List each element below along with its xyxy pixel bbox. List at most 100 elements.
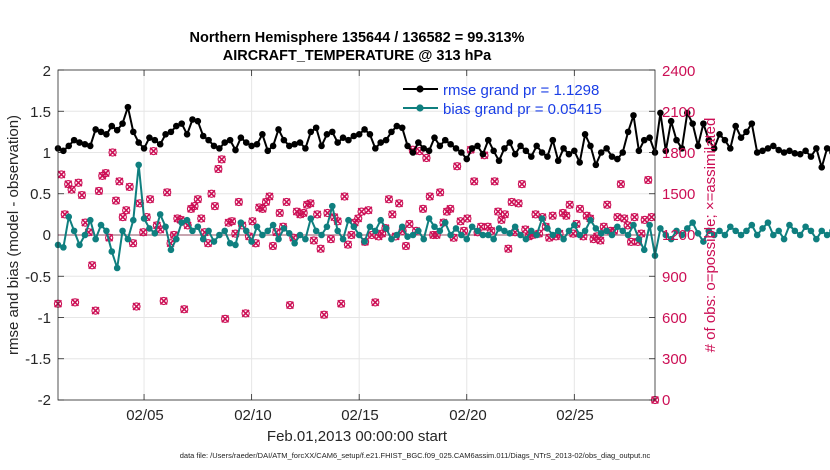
bias-point	[151, 230, 159, 237]
bias-point	[420, 235, 428, 243]
obs-possible-marker	[241, 309, 250, 318]
obs-assimilated-marker	[129, 239, 138, 248]
obs-possible-marker	[108, 148, 117, 157]
bias-point	[807, 227, 815, 235]
bias-point	[269, 221, 277, 229]
obs-assimilated-marker	[268, 242, 277, 250]
obs-possible-marker	[500, 210, 510, 219]
rmse-point	[226, 136, 234, 144]
obs-assimilated-marker	[299, 209, 308, 217]
rmse-point	[248, 142, 255, 150]
rmse-point	[328, 128, 336, 136]
x-tick-label: 02/15	[341, 407, 379, 424]
bias-point	[791, 227, 799, 235]
rmse-point	[527, 153, 535, 160]
obs-assimilated-marker	[640, 215, 649, 224]
obs-possible-marker	[347, 230, 356, 240]
obs-assimilated-marker	[446, 204, 455, 213]
obs-possible-marker	[234, 197, 243, 207]
bias-point	[361, 238, 368, 245]
rmse-point	[764, 145, 772, 152]
obs-assimilated-marker	[422, 154, 431, 162]
obs-assimilated-marker	[197, 214, 206, 223]
bias-point	[355, 231, 363, 239]
rmse-point	[216, 145, 223, 152]
bias-point	[732, 227, 739, 235]
obs-assimilated-marker	[644, 176, 653, 184]
rmse-point	[189, 116, 196, 123]
obs-assimilated-marker	[436, 188, 445, 197]
obs-possible-marker	[517, 179, 527, 189]
obs-assimilated-marker	[210, 202, 219, 211]
obs-possible-marker	[504, 244, 513, 253]
obs-assimilated-marker	[282, 198, 291, 206]
obs-assimilated-marker	[190, 202, 199, 211]
bias-point	[700, 238, 707, 245]
bias-point	[522, 235, 530, 243]
rmse-point	[517, 142, 524, 150]
plot-frame	[57, 69, 656, 401]
obs-possible-marker	[268, 241, 278, 251]
rmse-point	[135, 139, 142, 146]
bias-point	[775, 227, 783, 235]
bias-point	[302, 235, 309, 243]
bias-point	[603, 227, 610, 235]
bias-point	[726, 223, 734, 231]
obs-possible-marker	[227, 217, 237, 226]
obs-assimilated-marker	[67, 185, 76, 194]
obs-possible-marker	[384, 195, 394, 204]
rmse-point	[490, 147, 497, 155]
rmse-point	[597, 149, 605, 156]
obs-possible-marker	[221, 314, 230, 324]
bias-point	[318, 231, 325, 239]
obs-possible-marker	[210, 201, 220, 211]
obs-assimilated-marker	[613, 213, 622, 222]
obs-assimilated-marker	[620, 214, 629, 223]
obs-possible-marker	[282, 197, 291, 207]
obs-assimilated-marker	[405, 220, 414, 228]
obs-possible-marker	[616, 179, 626, 189]
rmse-point	[624, 128, 632, 136]
bias-point	[657, 225, 664, 232]
bias-point	[183, 216, 191, 224]
obs-assimilated-marker	[500, 210, 509, 219]
rmse-point	[565, 150, 573, 158]
obs-assimilated-marker	[180, 305, 189, 314]
bias-point	[495, 225, 503, 232]
bias-point	[678, 231, 686, 239]
bias-point	[506, 230, 514, 237]
bias-point	[372, 227, 379, 235]
bias-point	[124, 235, 132, 243]
obs-assimilated-marker	[623, 221, 632, 230]
obs-assimilated-marker	[118, 213, 127, 222]
obs-assimilated-marker	[402, 242, 410, 250]
obs-possible-marker	[470, 177, 479, 186]
bias-point	[253, 223, 261, 231]
bias-point	[571, 221, 578, 229]
rmse-point	[269, 142, 277, 150]
bias-point	[549, 231, 557, 239]
bias-point	[565, 227, 573, 235]
obs-assimilated-marker	[159, 297, 168, 305]
rmse-point	[576, 159, 584, 166]
bias-point	[802, 223, 809, 231]
obs-assimilated-marker	[306, 199, 315, 208]
obs-assimilated-marker	[354, 214, 363, 223]
obs-assimilated-marker	[603, 200, 612, 209]
obs-assimilated-marker	[214, 165, 223, 173]
rmse-point	[560, 145, 567, 152]
bias-point	[441, 219, 449, 226]
rmse-point	[242, 139, 250, 146]
rmse-point	[60, 147, 67, 155]
rmse-point	[721, 136, 729, 144]
bias-point	[694, 230, 702, 237]
rmse-point	[533, 142, 540, 150]
rmse-point	[183, 131, 191, 138]
obs-possible-marker	[394, 199, 404, 208]
y-tick-label: 0.5	[30, 186, 51, 203]
obs-possible-marker	[463, 214, 472, 223]
obs-assimilated-marker	[627, 237, 636, 246]
bias-point	[764, 219, 772, 226]
rmse-point	[759, 147, 766, 155]
rmse-point	[398, 124, 406, 132]
